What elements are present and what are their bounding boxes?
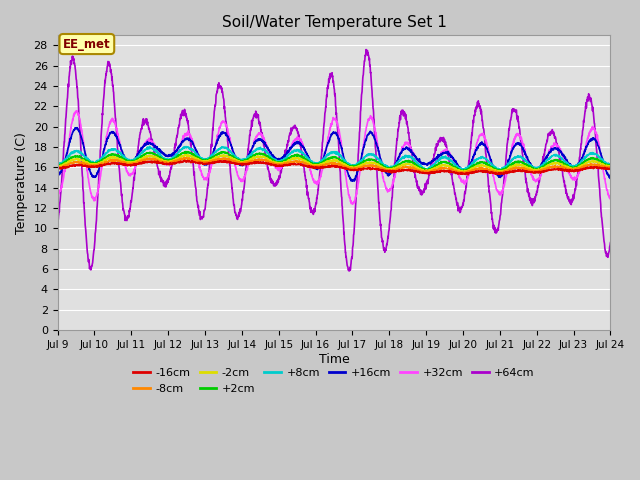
-16cm [54, 166, 61, 172]
+2cm [208, 155, 216, 161]
-16cm [558, 166, 566, 172]
+8cm [607, 161, 614, 167]
-2cm [350, 165, 358, 170]
-8cm [495, 170, 503, 176]
+32cm [495, 192, 503, 197]
Text: EE_met: EE_met [63, 37, 111, 50]
+64cm [362, 50, 370, 56]
+16cm [495, 173, 503, 179]
Line: +8cm: +8cm [58, 146, 611, 170]
+8cm [573, 162, 581, 168]
+32cm [351, 200, 358, 205]
+16cm [558, 152, 566, 157]
+8cm [558, 155, 566, 161]
Line: +2cm: +2cm [58, 152, 611, 171]
+64cm [573, 172, 581, 178]
Line: -16cm: -16cm [58, 160, 611, 175]
+64cm [345, 268, 353, 274]
-2cm [573, 165, 581, 171]
Line: +16cm: +16cm [58, 128, 611, 181]
+64cm [495, 220, 503, 226]
-16cm [607, 166, 614, 172]
+8cm [350, 163, 358, 169]
-8cm [54, 165, 61, 170]
-8cm [362, 163, 370, 168]
-2cm [362, 160, 370, 166]
+16cm [573, 163, 581, 168]
Legend: -16cm, -8cm, -2cm, +2cm, +8cm, +16cm, +32cm, +64cm: -16cm, -8cm, -2cm, +2cm, +8cm, +16cm, +3… [129, 364, 539, 398]
+2cm [573, 164, 581, 169]
+32cm [362, 124, 370, 130]
Line: -8cm: -8cm [58, 158, 611, 174]
+32cm [607, 196, 614, 202]
-2cm [460, 169, 468, 175]
+32cm [573, 174, 581, 180]
-8cm [460, 171, 467, 177]
+8cm [208, 153, 216, 159]
+8cm [54, 161, 61, 167]
+16cm [362, 136, 370, 142]
-8cm [573, 166, 581, 172]
Line: -2cm: -2cm [58, 155, 611, 172]
-16cm [495, 171, 503, 177]
-8cm [350, 166, 358, 171]
+16cm [349, 178, 356, 184]
+2cm [362, 157, 370, 163]
+8cm [495, 166, 503, 172]
+8cm [458, 168, 465, 173]
+64cm [607, 240, 614, 246]
Y-axis label: Temperature (C): Temperature (C) [15, 132, 28, 234]
+32cm [558, 149, 566, 155]
+32cm [208, 160, 216, 166]
-2cm [54, 163, 61, 169]
+32cm [73, 108, 81, 114]
-16cm [464, 172, 472, 178]
Line: +32cm: +32cm [58, 111, 611, 204]
+2cm [350, 164, 358, 170]
+32cm [349, 201, 356, 207]
Line: +64cm: +64cm [58, 49, 611, 271]
+2cm [607, 162, 614, 168]
-16cm [350, 168, 358, 173]
-16cm [208, 160, 216, 166]
+8cm [146, 144, 154, 149]
+16cm [607, 175, 614, 181]
-8cm [208, 159, 216, 165]
+2cm [462, 168, 470, 174]
-8cm [182, 155, 190, 161]
+8cm [362, 153, 370, 159]
+2cm [182, 149, 189, 155]
+64cm [350, 228, 358, 234]
-8cm [558, 165, 566, 171]
+16cm [208, 153, 216, 158]
+2cm [495, 168, 503, 174]
-16cm [362, 166, 370, 171]
-2cm [181, 152, 189, 157]
-8cm [607, 164, 614, 169]
+16cm [73, 125, 81, 131]
+2cm [54, 163, 61, 169]
X-axis label: Time: Time [319, 353, 349, 366]
+64cm [208, 144, 216, 150]
-16cm [573, 168, 581, 174]
+32cm [54, 190, 61, 195]
+2cm [558, 160, 566, 166]
-2cm [558, 162, 566, 168]
+16cm [351, 178, 358, 184]
-2cm [607, 164, 614, 169]
-16cm [180, 157, 188, 163]
Title: Soil/Water Temperature Set 1: Soil/Water Temperature Set 1 [221, 15, 447, 30]
+64cm [54, 220, 61, 226]
-2cm [208, 157, 216, 163]
+64cm [558, 167, 566, 172]
-2cm [495, 168, 503, 174]
+64cm [362, 47, 370, 52]
+16cm [54, 172, 61, 178]
